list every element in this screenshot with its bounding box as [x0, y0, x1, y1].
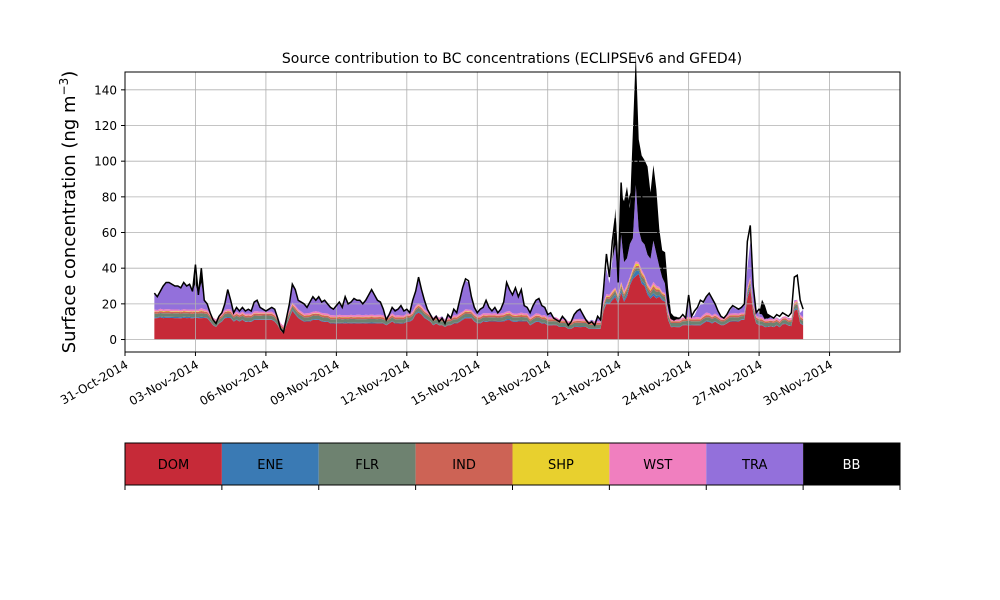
legend-swatch-shp [512, 443, 610, 485]
x-tick-label: 31-Oct-2014 [58, 357, 130, 407]
plot-frame [124, 71, 901, 353]
legend-swatch-wst [609, 443, 707, 485]
x-tick-label: 06-Nov-2014 [197, 357, 271, 408]
y-tick-label: 80 [102, 190, 117, 204]
x-axis: 31-Oct-201403-Nov-201406-Nov-201409-Nov-… [58, 352, 835, 408]
x-tick-label: 15-Nov-2014 [409, 357, 483, 408]
x-tick-label: 09-Nov-2014 [268, 357, 342, 408]
legend-swatch-ind [415, 443, 513, 485]
y-tick-label: 140 [94, 83, 117, 97]
x-tick-label: 27-Nov-2014 [690, 357, 764, 408]
y-tick-label: 100 [94, 155, 117, 169]
x-tick-label: 30-Nov-2014 [761, 357, 835, 408]
legend-swatch-dom [125, 443, 222, 485]
x-tick-label: 12-Nov-2014 [338, 357, 412, 408]
legend-label-ind: IND [452, 458, 476, 473]
legend-swatch-bb [803, 443, 900, 485]
legend-label-dom: DOM [158, 458, 189, 473]
stacked-areas [154, 53, 804, 340]
area-flr [154, 267, 804, 334]
legend-swatch-tra [706, 443, 804, 485]
y-tick-label: 60 [102, 226, 117, 240]
legend-label-tra: TRA [741, 458, 767, 473]
area-bb [154, 53, 804, 326]
y-axis: 0 20 40 60 80 100 120 140 [94, 83, 125, 347]
legend-label-wst: WST [643, 458, 672, 473]
legend-swatch-ene [221, 443, 319, 485]
x-tick-label: 24-Nov-2014 [620, 357, 694, 408]
legend-label-ene: ENE [257, 458, 283, 473]
area-dom [154, 273, 804, 340]
x-tick-label: 03-Nov-2014 [127, 357, 201, 408]
y-tick-label: 120 [94, 119, 117, 133]
y-axis-label: Surface concentration (ng m−3) [57, 71, 80, 354]
x-tick-label: 21-Nov-2014 [549, 357, 623, 408]
total-line [153, 86, 804, 335]
y-tick-label: 0 [109, 333, 117, 347]
chart-title: Source contribution to BC concentrations… [282, 51, 742, 67]
area-tra [154, 185, 804, 326]
legend-label-bb: BB [843, 458, 861, 473]
total-outline [153, 86, 804, 335]
legend-label-flr: FLR [355, 458, 379, 473]
x-tick-label: 18-Nov-2014 [479, 357, 553, 408]
legend-label-shp: SHP [548, 458, 574, 473]
legend: DOM ENE FLR IND SHP WST TRA BB [124, 442, 901, 490]
legend-swatch-flr [318, 443, 416, 485]
y-tick-label: 40 [102, 262, 117, 276]
y-tick-label: 20 [102, 297, 117, 311]
